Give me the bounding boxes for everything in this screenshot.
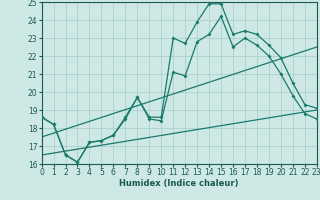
X-axis label: Humidex (Indice chaleur): Humidex (Indice chaleur) — [119, 179, 239, 188]
